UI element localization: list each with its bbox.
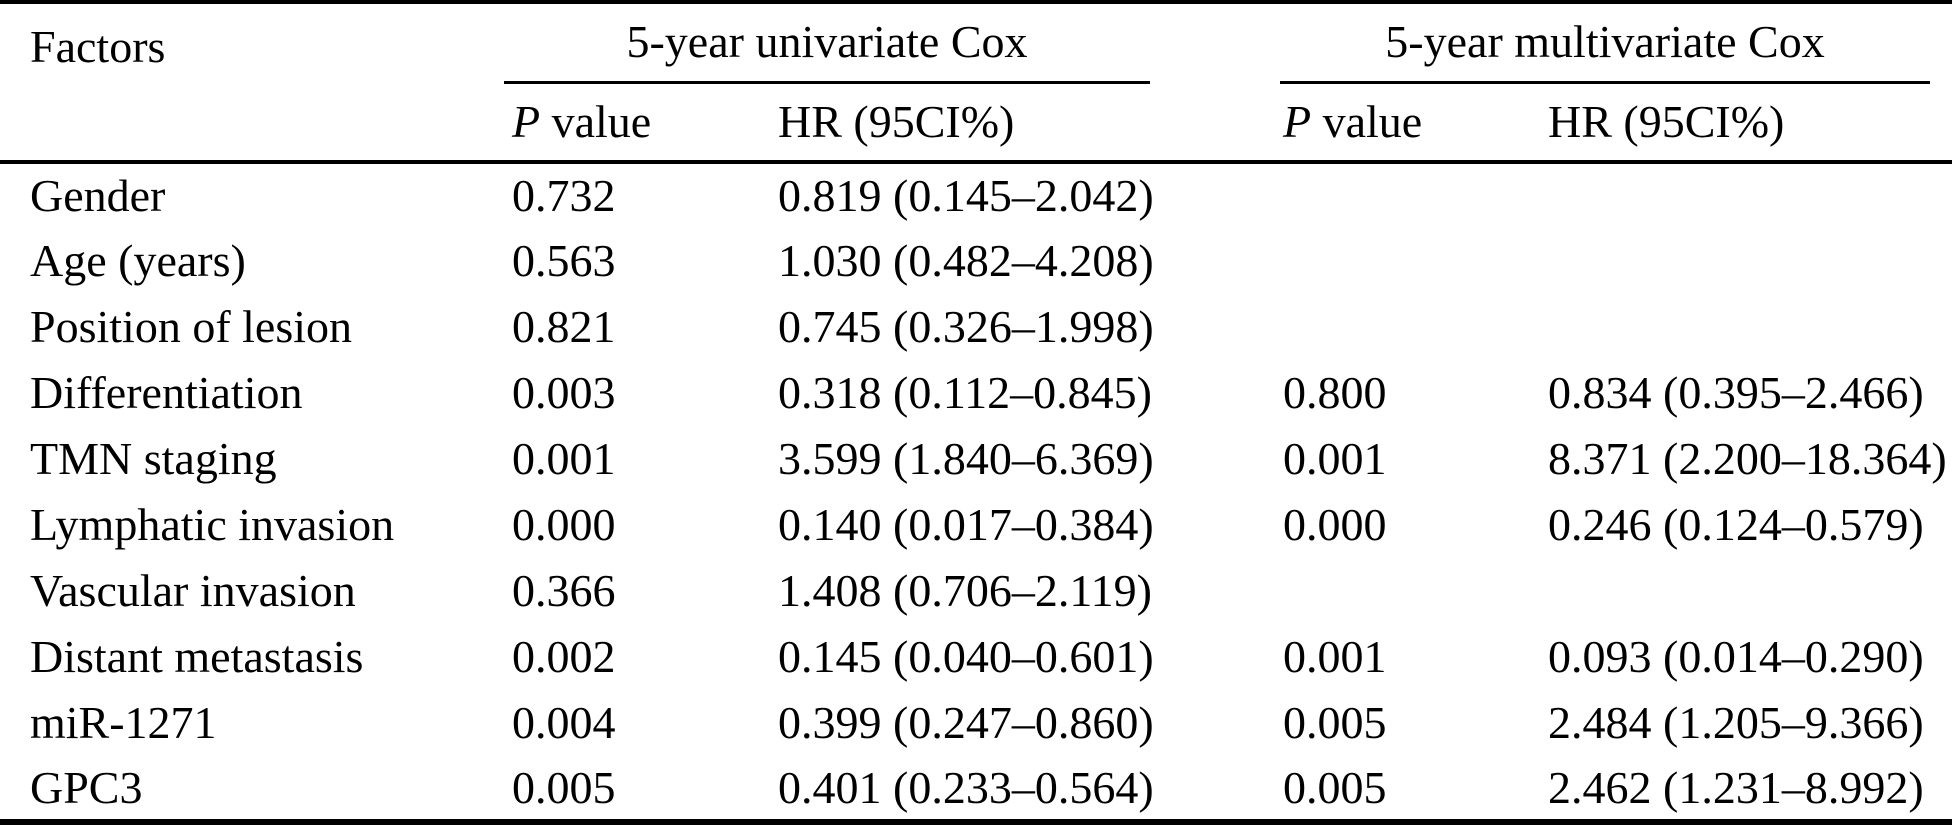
uni-p-cell: 0.004 xyxy=(512,697,616,749)
multi-hr-cell: 0.834 (0.395–2.466) xyxy=(1548,367,1924,419)
factor-cell: GPC3 xyxy=(30,761,143,813)
factor-cell: Lymphatic invasion xyxy=(30,499,395,551)
multi-hr-cell: 8.371 (2.200–18.364) xyxy=(1548,433,1947,485)
table-body: Gender 0.732 0.819 (0.145–2.042) Age (ye… xyxy=(0,162,1952,822)
multivariate-p-value-header: P value xyxy=(1275,83,1540,164)
table-row: miR-1271 0.004 0.399 (0.247–0.860) 0.005… xyxy=(0,690,1952,756)
multi-hr-cell: 0.093 (0.014–0.290) xyxy=(1548,631,1924,683)
multi-p-cell xyxy=(1275,558,1540,624)
univariate-group-header: 5-year univariate Cox xyxy=(504,2,1275,84)
uni-p-cell: 0.002 xyxy=(512,631,616,683)
uni-hr-cell: 0.140 (0.017–0.384) xyxy=(778,499,1154,551)
uni-p-cell: 0.732 xyxy=(512,170,616,222)
multivariate-hr-header: HR (95CI%) xyxy=(1540,83,1952,164)
univariate-hr-header: HR (95CI%) xyxy=(770,83,1275,164)
uni-hr-cell: 0.145 (0.040–0.601) xyxy=(778,631,1154,683)
table-row: Vascular invasion 0.366 1.408 (0.706–2.1… xyxy=(0,558,1952,624)
multi-p-cell: 0.800 xyxy=(1283,367,1387,419)
uni-hr-cell: 0.819 (0.145–2.042) xyxy=(778,170,1154,222)
uni-hr-cell: 0.318 (0.112–0.845) xyxy=(778,367,1152,419)
multi-hr-cell xyxy=(1540,228,1952,294)
univariate-group-label: 5-year univariate Cox xyxy=(626,16,1028,67)
multi-hr-cell xyxy=(1540,558,1952,624)
factor-cell: miR-1271 xyxy=(30,697,217,749)
multi-hr-cell xyxy=(1540,294,1952,360)
uni-hr-cell: 3.599 (1.840–6.369) xyxy=(778,433,1154,485)
group-header-row: Factors 5-year univariate Cox 5-year mul… xyxy=(0,2,1952,164)
multi-hr-cell: 2.484 (1.205–9.366) xyxy=(1548,697,1924,749)
uni-p-cell: 0.005 xyxy=(512,761,616,813)
multi-p-cell: 0.005 xyxy=(1283,761,1387,813)
uni-p-cell: 0.366 xyxy=(512,565,616,617)
factor-cell: Distant metastasis xyxy=(30,631,364,683)
table-row: TMN staging 0.001 3.599 (1.840–6.369) 0.… xyxy=(0,426,1952,492)
multi-p-cell: 0.001 xyxy=(1283,631,1387,683)
p-value-italic: P xyxy=(1283,96,1312,148)
multi-p-cell xyxy=(1275,228,1540,294)
factor-cell: Gender xyxy=(30,170,166,222)
uni-hr-cell: 1.408 (0.706–2.119) xyxy=(778,565,1152,617)
multi-p-cell: 0.001 xyxy=(1283,433,1387,485)
uni-hr-cell: 0.399 (0.247–0.860) xyxy=(778,697,1154,749)
sub-header-row: P value HR (95CI%) P value HR (95CI%) xyxy=(0,83,1952,164)
table-row: Position of lesion 0.821 0.745 (0.326–1.… xyxy=(0,294,1952,360)
factor-cell: TMN staging xyxy=(30,433,277,485)
multi-hr-cell xyxy=(1540,162,1952,228)
table-row: Age (years) 0.563 1.030 (0.482–4.208) xyxy=(0,228,1952,294)
multivariate-group-header: 5-year multivariate Cox xyxy=(1275,2,1952,84)
factor-cell: Position of lesion xyxy=(30,301,353,353)
multivariate-group-label: 5-year multivariate Cox xyxy=(1385,16,1825,67)
table-row: GPC3 0.005 0.401 (0.233–0.564) 0.005 2.4… xyxy=(0,756,1952,822)
table-row: Differentiation 0.003 0.318 (0.112–0.845… xyxy=(0,360,1952,426)
table-row: Lymphatic invasion 0.000 0.140 (0.017–0.… xyxy=(0,492,1952,558)
table-row: Distant metastasis 0.002 0.145 (0.040–0.… xyxy=(0,624,1952,690)
table-row: Gender 0.732 0.819 (0.145–2.042) xyxy=(0,162,1952,228)
multi-p-cell xyxy=(1275,162,1540,228)
multi-p-cell: 0.005 xyxy=(1283,697,1387,749)
factor-cell: Vascular invasion xyxy=(30,565,356,617)
uni-hr-cell: 0.745 (0.326–1.998) xyxy=(778,301,1154,353)
multi-hr-cell: 0.246 (0.124–0.579) xyxy=(1548,499,1924,551)
uni-p-cell: 0.000 xyxy=(512,499,616,551)
p-value-italic: P xyxy=(512,96,541,148)
multi-hr-cell: 2.462 (1.231–8.992) xyxy=(1548,761,1924,813)
multi-p-cell xyxy=(1275,294,1540,360)
uni-p-cell: 0.821 xyxy=(512,301,616,353)
univariate-group-spanner: 5-year univariate Cox xyxy=(504,4,1150,84)
multivariate-group-spanner: 5-year multivariate Cox xyxy=(1280,4,1930,84)
uni-hr-cell: 1.030 (0.482–4.208) xyxy=(778,235,1154,287)
table-header: Factors 5-year univariate Cox 5-year mul… xyxy=(0,2,1952,164)
uni-hr-cell: 0.401 (0.233–0.564) xyxy=(778,761,1154,813)
factor-cell: Differentiation xyxy=(30,367,303,419)
uni-p-cell: 0.001 xyxy=(512,433,616,485)
factors-column-header: Factors xyxy=(0,2,504,164)
p-value-rest: value xyxy=(1311,96,1423,148)
uni-p-cell: 0.563 xyxy=(512,235,616,287)
factor-cell: Age (years) xyxy=(30,235,246,287)
univariate-p-value-header: P value xyxy=(504,83,770,164)
uni-p-cell: 0.003 xyxy=(512,367,616,419)
multi-p-cell: 0.000 xyxy=(1283,499,1387,551)
p-value-rest: value xyxy=(540,96,652,148)
